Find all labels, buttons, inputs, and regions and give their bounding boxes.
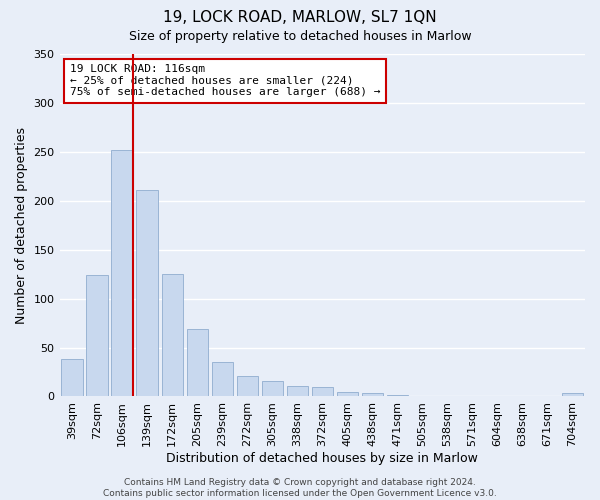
Bar <box>311 386 333 396</box>
Bar <box>112 150 133 396</box>
Bar <box>562 392 583 396</box>
X-axis label: Distribution of detached houses by size in Marlow: Distribution of detached houses by size … <box>166 452 478 465</box>
Bar <box>262 381 283 396</box>
Bar <box>287 386 308 396</box>
Y-axis label: Number of detached properties: Number of detached properties <box>15 126 28 324</box>
Bar <box>61 360 83 397</box>
Text: Contains HM Land Registry data © Crown copyright and database right 2024.
Contai: Contains HM Land Registry data © Crown c… <box>103 478 497 498</box>
Bar <box>362 392 383 396</box>
Bar <box>212 362 233 396</box>
Bar <box>86 275 108 396</box>
Bar <box>136 190 158 396</box>
Bar <box>337 392 358 396</box>
Bar <box>236 376 258 396</box>
Bar <box>187 329 208 396</box>
Text: Size of property relative to detached houses in Marlow: Size of property relative to detached ho… <box>128 30 472 43</box>
Text: 19, LOCK ROAD, MARLOW, SL7 1QN: 19, LOCK ROAD, MARLOW, SL7 1QN <box>163 10 437 25</box>
Bar <box>161 274 183 396</box>
Text: 19 LOCK ROAD: 116sqm
← 25% of detached houses are smaller (224)
75% of semi-deta: 19 LOCK ROAD: 116sqm ← 25% of detached h… <box>70 64 380 98</box>
